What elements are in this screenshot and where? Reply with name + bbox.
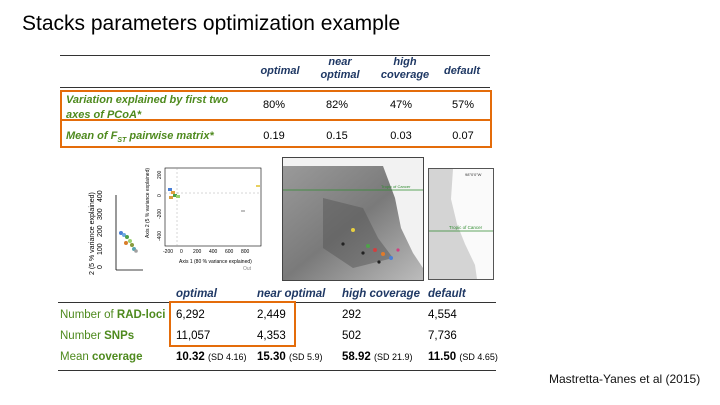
cell-fst-default: 0.07 (452, 130, 474, 142)
bt-col-high-coverage: high coverage (342, 288, 420, 300)
ytick-400: 400 (97, 190, 104, 202)
inset-ytick-neg400: -400 (157, 231, 163, 241)
col-header-default: default (443, 65, 481, 77)
pcoa-small-ylabel: 2 (5 % variance explained) (89, 192, 96, 275)
xtick-neg200: -200 (163, 249, 173, 255)
locator-map: Tropic of Cancer 98°0'0"W (428, 168, 494, 280)
locator-map-svg: Tropic of Cancer 98°0'0"W (429, 169, 493, 279)
bt-cov-high: 58.92 (SD 21.9) (342, 351, 413, 363)
cell-fst-optimal: 0.19 (263, 130, 285, 142)
bt-rad-default: 4,554 (428, 309, 457, 321)
sampling-map: Tropic of Cancer (282, 157, 424, 281)
bt-col-near-optimal: near optimal (257, 288, 326, 300)
bt-cov-optimal: 10.32 (SD 4.16) (176, 351, 247, 363)
bt-rad-high: 292 (342, 309, 362, 321)
bt-rad-optimal: 6,292 (176, 309, 205, 321)
out-label: Out (243, 266, 252, 272)
col-header-high-coverage: high coverage (380, 56, 430, 81)
bt-row-snps-label: Number SNPs (60, 330, 135, 342)
pcoa-inset-plot: Axis 2 (5 % variance explained) Axis 1 (… (143, 163, 263, 273)
col-header-optimal: optimal (260, 65, 300, 77)
highlight-divider (62, 119, 490, 121)
inset-ytick-200: 200 (157, 170, 163, 179)
xtick-600: 600 (225, 249, 234, 255)
bt-snps-near: 4,353 (257, 330, 286, 342)
highlight-box-bottom (169, 301, 296, 347)
xtick-200: 200 (193, 249, 202, 255)
cell-variation-default: 57% (451, 99, 475, 111)
inset-xlabel: Axis 1 (80 % variance explained) (179, 259, 252, 265)
sampling-map-svg: Tropic of Cancer (283, 158, 423, 280)
locator-tropic-label: Tropic of Cancer (449, 225, 483, 230)
bt-row-rad-loci-label: Number of RAD-loci (60, 309, 166, 321)
ytick-200: 200 (97, 225, 104, 237)
xtick-400: 400 (209, 249, 218, 255)
bt-snps-optimal: 11,057 (176, 330, 211, 342)
bt-row-coverage-label: Mean coverage (60, 351, 143, 363)
pcoa-small-plot: 2 (5 % variance explained) 400 300 200 1… (88, 165, 148, 280)
bt-rad-near: 2,449 (257, 309, 286, 321)
cell-variation-high: 47% (389, 99, 413, 111)
col-header-near-optimal: near optimal (320, 56, 360, 81)
bt-bottom-rule (58, 370, 496, 371)
map-sample-points (341, 228, 400, 264)
slide-title: Stacks parameters optimization example (22, 12, 401, 35)
ytick-300: 300 (97, 208, 104, 220)
inset-ytick-neg200: -200 (157, 209, 163, 219)
row-label-fst: Mean of FST pairwise matrix* (66, 130, 214, 145)
pcoa-small-points (119, 231, 138, 253)
bt-snps-default: 7,736 (428, 330, 457, 342)
table-header-rule (60, 87, 490, 88)
ytick-0: 0 (97, 265, 104, 269)
pcoa-inset-svg: Axis 2 (5 % variance explained) Axis 1 (… (145, 168, 262, 272)
bt-cov-default: 11.50 (SD 4.65) (428, 351, 498, 363)
map-tropic-label: Tropic of Cancer (381, 184, 411, 189)
ytick-100: 100 (97, 243, 104, 255)
cell-fst-high: 0.03 (390, 130, 412, 142)
inset-ytick-0: 0 (157, 194, 163, 197)
pcoa-small-svg: 2 (5 % variance explained) 400 300 200 1… (89, 190, 146, 275)
xtick-800: 800 (241, 249, 250, 255)
locator-coord: 98°0'0"W (465, 172, 482, 177)
cell-fst-near: 0.15 (326, 130, 348, 142)
table-top-rule (60, 55, 490, 56)
highlight-box-top (60, 90, 492, 148)
xtick-0: 0 (180, 249, 183, 255)
inset-ylabel: Axis 2 (5 % variance explained) (145, 168, 151, 238)
bt-col-optimal: optimal (176, 288, 217, 300)
row-label-variation: Variation explained by first two axes of … (66, 94, 229, 121)
bt-snps-high: 502 (342, 330, 362, 342)
cell-variation-near: 82% (325, 99, 349, 111)
cell-variation-optimal: 80% (262, 99, 286, 111)
bt-cov-near: 15.30 (SD 5.9) (257, 351, 323, 363)
pcoa-inset-points (168, 185, 260, 212)
bt-col-default: default (428, 288, 466, 300)
citation: Mastretta-Yanes et al (2015) (549, 372, 701, 386)
